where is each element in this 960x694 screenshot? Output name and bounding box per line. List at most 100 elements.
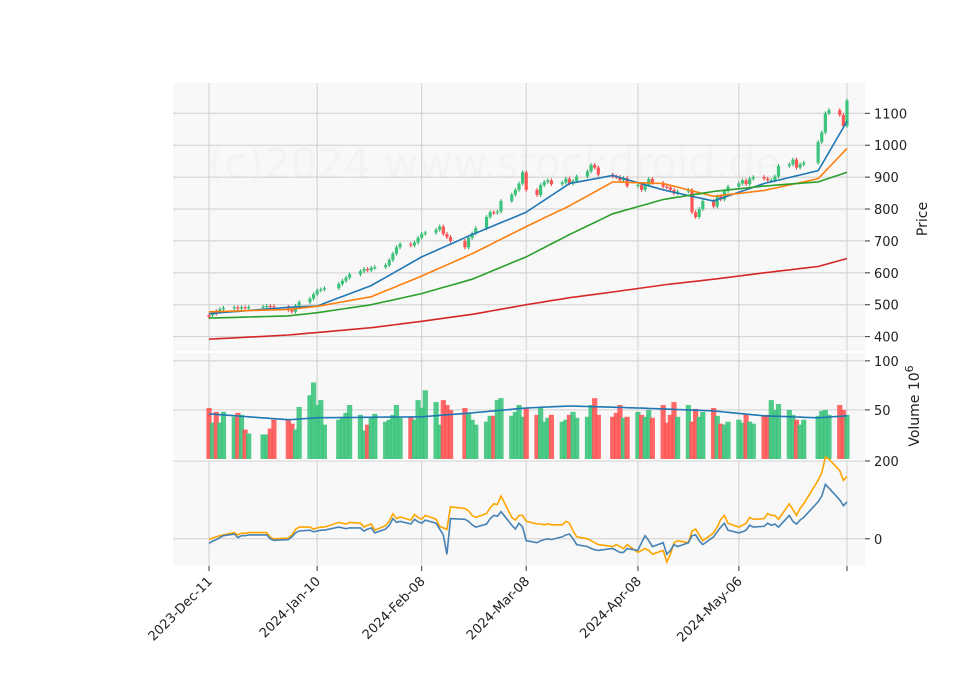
candle-body	[639, 184, 644, 190]
volume-bar	[433, 402, 439, 459]
volume-bar	[516, 405, 522, 459]
candle-body	[499, 201, 503, 212]
volume-bar	[837, 405, 843, 459]
oscillator-y-tick-label: 200	[874, 455, 899, 470]
volume-bar	[588, 405, 594, 459]
candle-body	[549, 180, 554, 185]
candle-body	[701, 201, 705, 210]
candle-body	[337, 284, 341, 289]
volume-bar	[840, 409, 846, 459]
volume-bar	[462, 407, 468, 459]
volume-bar	[210, 422, 216, 459]
candle-body	[769, 180, 773, 182]
candle-body	[737, 183, 741, 187]
volume-bar	[534, 414, 540, 459]
volume-bar	[620, 417, 627, 459]
volume-bar	[667, 414, 673, 459]
volume-y-tick-label: 50	[874, 404, 891, 419]
candle-body	[495, 211, 499, 213]
price-axis-label: Price	[915, 202, 931, 236]
volume-bar	[739, 422, 746, 459]
candle-body	[466, 237, 471, 248]
candle-body	[394, 247, 399, 254]
price-y-tick-label: 600	[874, 267, 899, 282]
candle-body	[823, 113, 827, 133]
candle-body	[560, 182, 564, 185]
candle-body	[391, 253, 395, 261]
volume-bar	[613, 412, 619, 459]
volume-bar	[646, 409, 652, 459]
candle-body	[513, 189, 517, 195]
volume-bar	[267, 428, 273, 459]
volume-bar	[494, 400, 500, 459]
candle-body	[239, 307, 244, 309]
volume-bar	[368, 417, 374, 459]
volume-bar	[566, 414, 573, 459]
candle-body	[470, 233, 474, 238]
volume-bar	[483, 421, 490, 459]
volume-bar	[765, 414, 771, 459]
volume-bar	[361, 430, 367, 459]
volume-bar	[339, 416, 345, 459]
candle-body	[448, 237, 453, 241]
candle-body	[247, 306, 251, 309]
volume-bar	[548, 414, 555, 459]
candle-body	[207, 315, 211, 318]
candle-body	[542, 181, 546, 186]
candle-body	[484, 217, 489, 229]
volume-bar	[520, 416, 526, 459]
volume-bar	[570, 411, 576, 459]
volume-bar	[638, 414, 645, 459]
volume-bar	[563, 419, 569, 459]
candle-body	[409, 244, 413, 246]
volume-bar	[321, 424, 327, 459]
candle-body	[535, 189, 539, 195]
volume-bar	[721, 424, 728, 459]
candle-body	[618, 177, 622, 181]
volume-bar	[512, 411, 518, 459]
volume-bar	[775, 404, 782, 459]
volume-bar	[231, 416, 237, 459]
candle-body	[647, 179, 651, 186]
candle-body	[650, 179, 654, 183]
candle-body	[773, 176, 777, 181]
volume-bar	[660, 405, 666, 459]
volume-bar	[469, 419, 475, 459]
x-tick-label: 2024-Jan-10	[257, 574, 324, 641]
volume-bar	[408, 416, 414, 459]
candle-body	[340, 280, 344, 284]
volume-bar	[246, 433, 252, 459]
oscillator-line-1	[208, 455, 848, 565]
candle-body	[596, 167, 600, 175]
candle-body	[369, 267, 373, 271]
volume-bar	[390, 414, 396, 459]
candle-body	[748, 178, 752, 185]
candle-body	[643, 185, 647, 190]
candle-body	[362, 269, 366, 272]
candle-body	[315, 290, 319, 295]
candle-body	[816, 142, 820, 163]
watermark-text: (c)2024 www.stockdroid.de	[208, 139, 781, 188]
candle-body	[474, 228, 478, 234]
volume-bar	[271, 419, 277, 459]
volume-bar	[797, 424, 803, 459]
candle-body	[524, 172, 528, 190]
candle-body	[665, 186, 669, 188]
volume-bar	[289, 423, 295, 459]
x-tick-label: 2024-Apr-08	[577, 574, 644, 641]
candle-body	[539, 185, 543, 195]
volume-bar	[444, 405, 450, 459]
candle-body	[319, 289, 323, 291]
volume-bar	[437, 424, 443, 459]
oscillator-line-2	[208, 482, 848, 556]
candle-body	[510, 194, 514, 202]
candle-body	[744, 180, 748, 185]
candle-body	[546, 180, 550, 182]
volume-bar	[696, 416, 702, 459]
candle-body	[438, 226, 442, 230]
candle-body	[697, 209, 701, 217]
volume-bar	[642, 416, 648, 459]
volume-bar	[393, 405, 400, 459]
candle-body	[344, 277, 348, 281]
candle-body	[243, 307, 247, 309]
